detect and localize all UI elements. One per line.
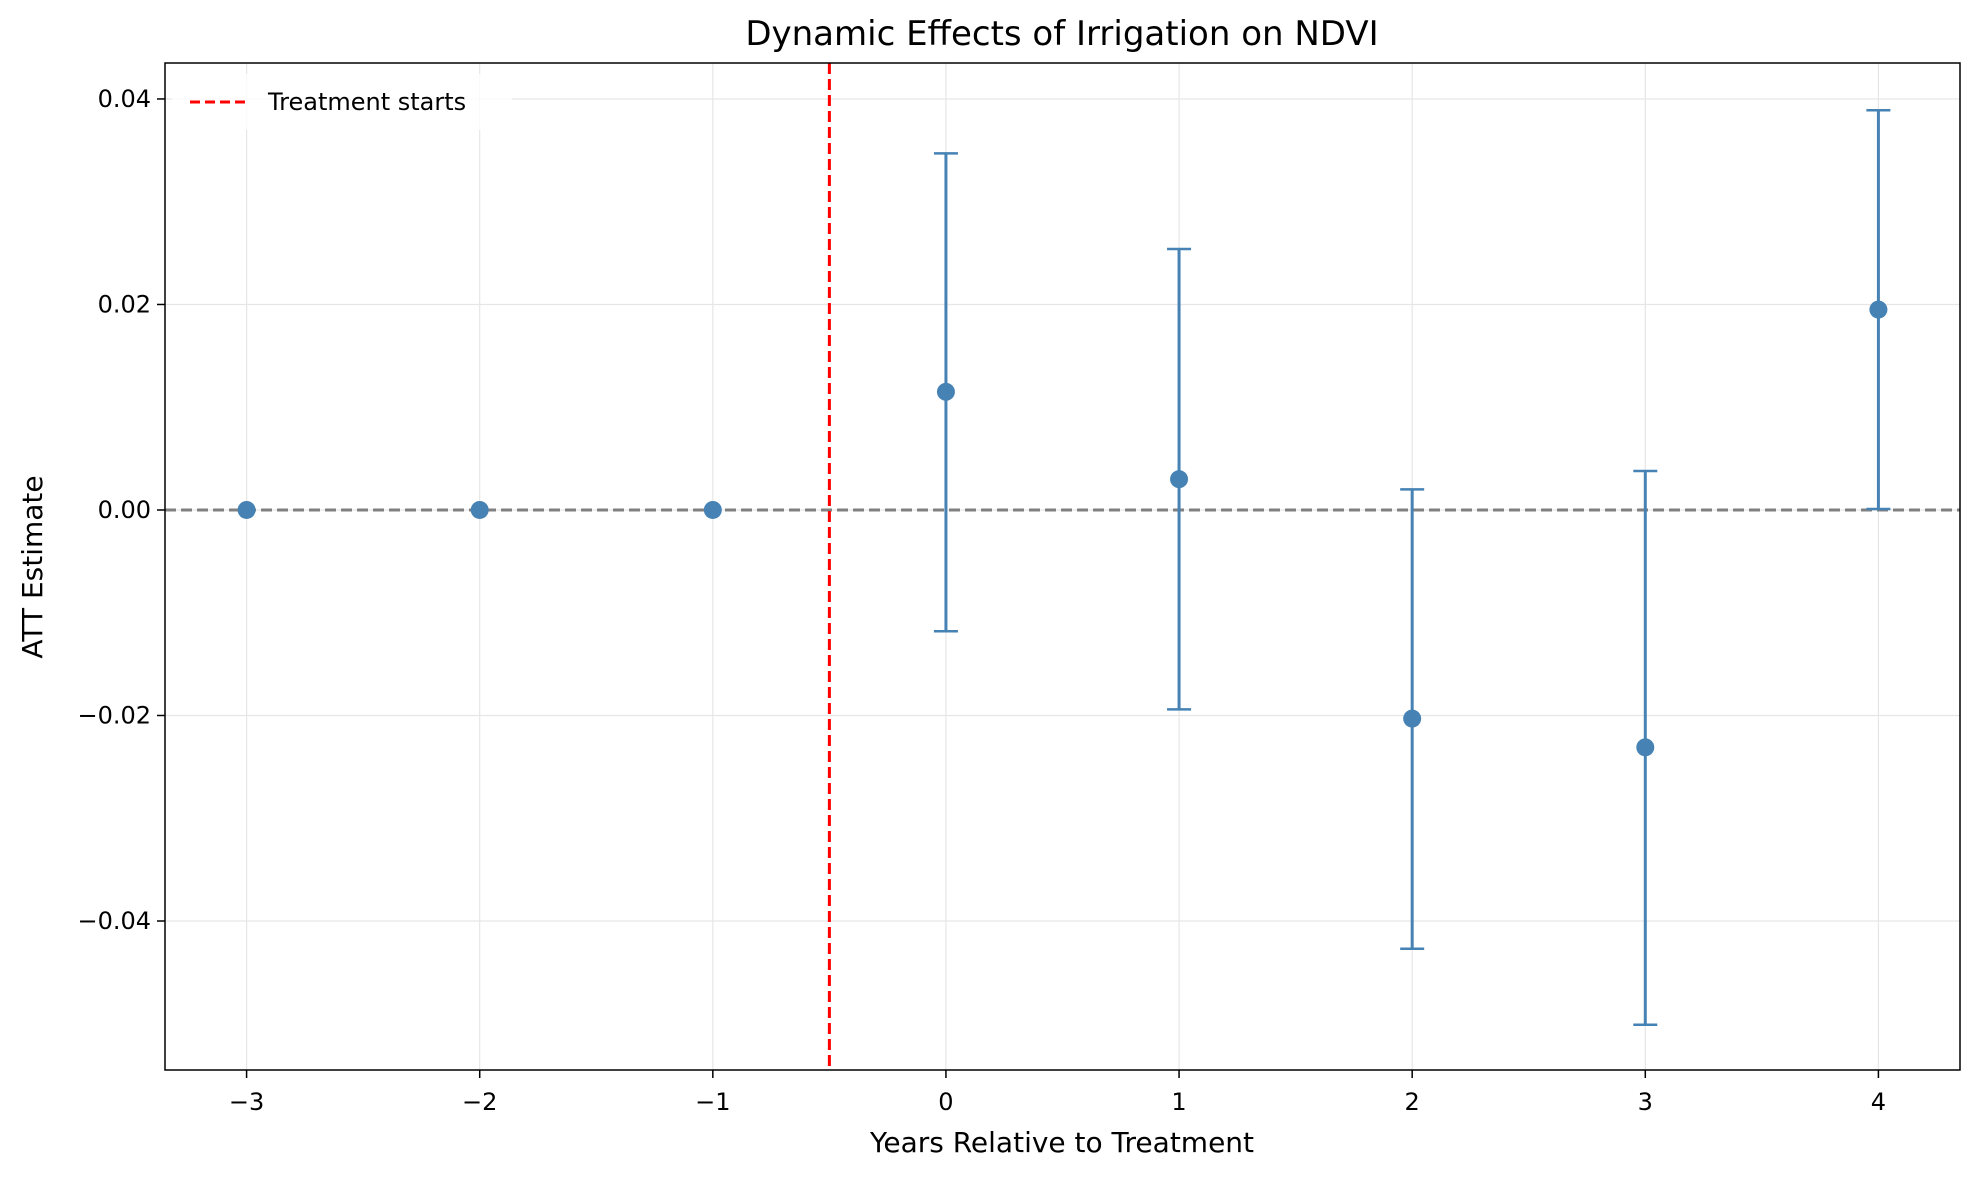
y-tick-label-2: 0.00 — [98, 496, 151, 524]
x-tick-label-3: 0 — [938, 1088, 953, 1116]
data-point-5 — [1403, 709, 1422, 728]
data-point-4 — [1170, 470, 1189, 489]
y-tick-label-0: −0.04 — [77, 907, 151, 935]
x-tick-label-2: −1 — [695, 1088, 730, 1116]
y-tick-label-3: 0.02 — [98, 290, 151, 318]
plot-frame — [164, 62, 1961, 1071]
legend-label-treatment: Treatment starts — [267, 88, 466, 116]
data-points — [237, 300, 1888, 757]
chart-title: Dynamic Effects of Irrigation on NDVI — [745, 14, 1378, 54]
data-point-3 — [936, 382, 955, 401]
x-tick-label-4: 1 — [1171, 1088, 1186, 1116]
x-tick-label-0: −3 — [229, 1088, 264, 1116]
data-point-1 — [470, 500, 489, 519]
y-axis-ticks: −0.04 −0.02 0.00 0.02 0.04 — [77, 85, 165, 935]
x-axis-ticks: −3 −2 −1 0 1 2 3 4 — [229, 1070, 1886, 1116]
x-tick-label-1: −2 — [462, 1088, 497, 1116]
x-tick-label-5: 2 — [1405, 1088, 1420, 1116]
data-point-0 — [237, 500, 256, 519]
reference-lines — [165, 63, 1960, 1070]
x-axis-label: Years Relative to Treatment — [869, 1126, 1254, 1159]
y-tick-label-1: −0.02 — [77, 701, 151, 729]
data-point-6 — [1636, 738, 1655, 757]
legend: Treatment starts — [172, 74, 512, 130]
y-axis-label: ATT Estimate — [16, 475, 49, 658]
data-point-2 — [703, 500, 722, 519]
data-point-7 — [1869, 300, 1888, 319]
x-tick-label-7: 4 — [1871, 1088, 1886, 1116]
x-tick-label-6: 3 — [1638, 1088, 1653, 1116]
y-tick-label-4: 0.04 — [98, 85, 151, 113]
